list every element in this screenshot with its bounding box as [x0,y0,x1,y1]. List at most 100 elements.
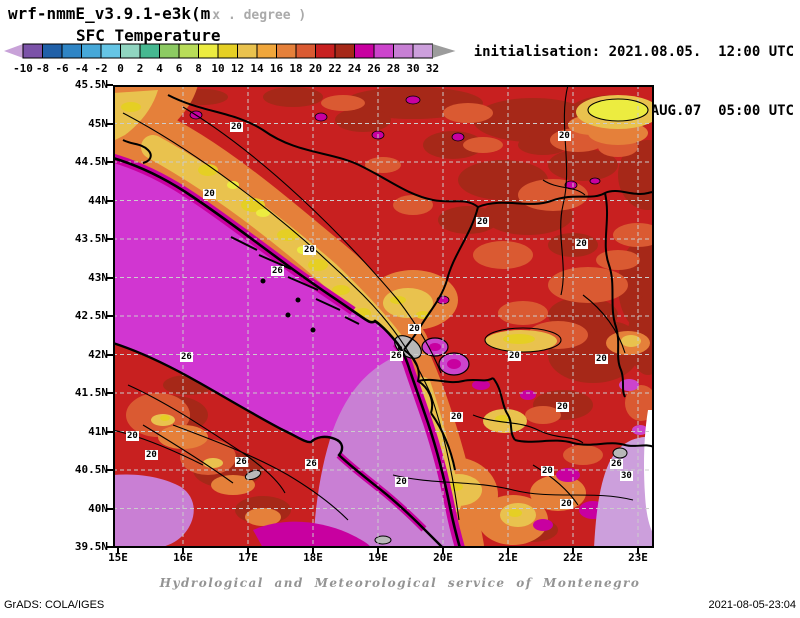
lon-tick [572,548,574,554]
lat-tick [106,353,113,356]
lat-label: 43.5N [74,232,108,245]
lat-label: 45N [88,116,108,130]
colorbar-tick-label: 4 [156,62,163,75]
colorbar-tick-label: -4 [75,62,89,75]
colorbar-segment [217,43,238,59]
lat-label: 42N [88,347,108,361]
special-regions [244,335,654,548]
colorbar-segment [42,43,63,59]
colorbar-tick-label: 14 [250,62,264,75]
colorbar-tick-label: 6 [176,62,183,75]
colorbar-tick-label: 30 [406,62,419,75]
coastlines-and-borders [112,84,655,549]
colorbar-segment [237,43,258,59]
lat-label: 45.5N [74,78,108,91]
credit-line: Hydrological and Meteorological service … [159,576,641,590]
colorbar-segment [373,43,394,59]
temperature-colorbar: -10 -8 -6 -4 -2 0 2 4 6 8 10 12 14 16 18 20 22 24 26 28 30 32 [1,41,471,81]
colorbar-segment [198,43,219,59]
colorbar-segment [178,43,199,59]
colorbar-tick-label: 26 [367,62,381,75]
colorbar-segment [334,43,355,59]
colorbar-tick-label: -6 [55,62,69,75]
lat-label: 40.5N [74,463,108,476]
lat-label: 40N [88,501,108,515]
colorbar-tick-label: 10 [211,62,224,75]
lat-label: 41.5N [74,386,108,399]
gray-blob-south [612,447,628,459]
colorbar-tick-label: 20 [309,62,322,75]
lon-tick [312,548,314,554]
lat-tick [106,199,113,202]
lat-label: 42.5N [74,309,108,322]
colorbar-tick-label: 12 [231,62,244,75]
colorbar-segment [159,43,180,59]
lat-tick [106,392,113,394]
lat-tick [106,315,113,317]
colorbar-segment [315,43,336,59]
colorbar-tick-label: 28 [387,62,400,75]
colorbar-tick-label: 22 [328,62,341,75]
colorbar-segment [412,43,433,59]
colorbar-right-arrow [432,44,456,58]
colorbar-tick-label: 2 [137,62,144,75]
edge-white-region [644,410,654,535]
lon-label: 22E [563,551,583,564]
colorbar-tick-label: -10 [13,62,33,75]
colorbar-segment [295,43,316,59]
colorbar-segment [256,43,277,59]
colorbar-segment [100,43,121,59]
colorbar-segment [393,43,414,59]
model-title-resolution: x . degree ) [212,8,307,23]
island-gray-2 [374,535,392,545]
lon-label: 19E [368,551,388,564]
lat-tick [106,276,113,279]
lat-label: 44N [88,193,108,207]
colorbar-segment [120,43,141,59]
colorbar-tick-label: 16 [270,62,284,75]
timestamp-stamp: 2021-08-05-23:04 [708,599,796,611]
lat-label: 43N [88,270,108,284]
grads-stamp: GrADS: COLA/IGES [4,599,105,611]
lon-tick [247,548,249,554]
lat-label: 39.5N [74,540,108,553]
colorbar-tick-label: 32 [426,62,439,75]
lat-tick [106,507,113,510]
colorbar-tick-label: 18 [289,62,302,75]
field-title: SFC Temperature [76,26,221,45]
lat-tick [106,238,113,240]
colorbar-tick-label: 8 [195,62,202,75]
colorbar-segment [139,43,160,59]
initialisation-line: initialisation: 2021.08.05. 12:00 UTC [473,44,794,60]
colorbar-tick-label: 24 [348,62,362,75]
lon-label: 18E [303,551,323,564]
lon-label: 21E [498,551,518,564]
colorbar-svg: -10 -8 -6 -4 -2 0 2 4 6 8 10 12 14 16 18 20 22 24 26 28 30 32 [4,43,456,75]
lat-label: 41N [88,424,108,438]
lon-tick [637,548,639,554]
temperature-map-svg [105,84,678,570]
lon-tick [442,548,444,554]
colorbar-segment [22,43,43,59]
lon-label: 23E [628,551,648,564]
lat-tick [106,161,113,163]
lat-tick [106,122,113,125]
lon-tick [507,548,509,554]
lon-tick [182,548,184,554]
lon-tick [117,548,119,554]
colorbar-tick-label: -8 [36,62,49,75]
colorbar-segment [354,43,375,59]
colorbar-segment [276,43,297,59]
map-area: 20 20 20 20 20 20 26 20 26 20 20 26 20 20 20 20 26 26 20 26… [105,84,678,570]
colorbar-segment [81,43,102,59]
map-frame [113,85,654,548]
aegean-lavender [594,436,654,548]
lat-tick [106,84,113,86]
lon-label: 16E [173,551,193,564]
italy-hot-lowland [253,521,371,548]
lat-label: 44.5N [74,155,108,168]
island-gray-1 [244,469,262,481]
lon-label: 17E [238,551,258,564]
colorbar-tick-label: 0 [117,62,124,75]
lon-label: 15E [108,551,128,564]
